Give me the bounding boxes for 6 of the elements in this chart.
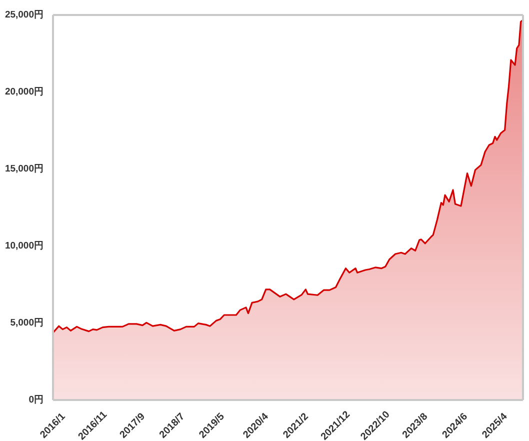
y-tick-label: 10,000円 — [4, 240, 44, 252]
y-tick-label: 0円 — [28, 394, 44, 406]
y-tick-label: 25,000円 — [4, 10, 44, 21]
y-tick-label: 20,000円 — [4, 86, 44, 98]
y-tick-label: 5,000円 — [10, 318, 44, 329]
y-tick-label: 15,000円 — [4, 164, 44, 175]
